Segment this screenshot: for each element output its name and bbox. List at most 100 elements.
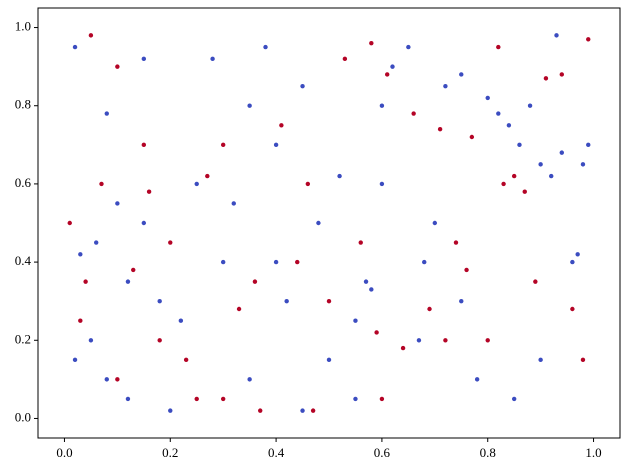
point <box>437 126 443 132</box>
point <box>501 181 506 187</box>
point <box>586 142 591 148</box>
point <box>459 298 464 304</box>
point <box>88 33 94 38</box>
y-tick-label: 0.0 <box>15 409 31 424</box>
point <box>406 44 411 50</box>
point <box>474 377 480 382</box>
point <box>178 318 184 323</box>
point <box>67 220 72 226</box>
point <box>575 252 580 257</box>
point <box>533 279 538 284</box>
point <box>353 396 358 402</box>
point <box>543 76 549 81</box>
point <box>305 181 311 187</box>
point <box>99 181 104 187</box>
point <box>527 103 533 108</box>
point <box>379 103 385 108</box>
point <box>353 318 358 323</box>
point <box>157 338 162 343</box>
y-tick-label: 0.6 <box>15 175 32 190</box>
point <box>88 338 94 343</box>
point <box>72 357 78 363</box>
point <box>496 44 501 50</box>
point <box>385 72 390 77</box>
point <box>459 72 464 77</box>
point <box>496 111 501 116</box>
point <box>247 103 252 108</box>
point <box>104 111 109 116</box>
point <box>168 408 173 413</box>
point <box>205 173 210 179</box>
point <box>141 142 147 148</box>
point <box>464 267 469 273</box>
point <box>570 306 575 312</box>
point <box>131 267 136 273</box>
point <box>125 279 131 284</box>
point <box>194 181 199 187</box>
point <box>300 83 305 89</box>
point <box>559 72 564 77</box>
point <box>549 173 554 179</box>
plot-frame <box>37 7 621 439</box>
point <box>358 240 363 245</box>
point <box>141 220 147 226</box>
point <box>146 189 152 194</box>
point <box>78 252 83 257</box>
point <box>337 173 342 179</box>
point <box>517 142 522 148</box>
point <box>453 240 459 245</box>
y-tick-label: 0.4 <box>15 253 32 268</box>
point <box>538 162 543 167</box>
point <box>231 201 236 206</box>
point <box>443 83 448 89</box>
point <box>115 201 120 206</box>
y-tick-label: 0.2 <box>15 331 31 346</box>
point <box>220 142 226 148</box>
y-tick-label: 1.0 <box>15 19 31 34</box>
point <box>522 189 527 194</box>
point <box>559 150 564 155</box>
point <box>263 44 268 50</box>
point <box>115 64 120 69</box>
point <box>310 408 316 413</box>
point <box>83 279 88 284</box>
point <box>580 357 586 363</box>
point <box>554 33 559 38</box>
point <box>78 318 83 323</box>
point <box>210 56 215 62</box>
point <box>141 56 147 62</box>
point <box>258 408 263 413</box>
point <box>157 298 162 304</box>
x-tick-label: 0.8 <box>480 445 496 460</box>
point <box>183 357 189 363</box>
point <box>220 259 226 265</box>
point <box>586 37 591 42</box>
point <box>379 181 385 187</box>
point <box>252 279 258 284</box>
point <box>125 396 131 402</box>
point <box>279 123 284 128</box>
point <box>580 162 586 167</box>
point <box>326 357 332 363</box>
x-tick-label: 1.0 <box>585 445 601 460</box>
point <box>295 259 300 265</box>
point <box>416 338 422 343</box>
point <box>104 377 109 382</box>
point <box>369 40 374 46</box>
point <box>422 259 427 265</box>
point <box>379 396 385 402</box>
point <box>115 377 120 382</box>
point <box>284 298 289 304</box>
point <box>94 240 99 245</box>
point <box>570 259 575 265</box>
point <box>220 396 226 402</box>
point <box>236 306 242 312</box>
point <box>443 338 448 343</box>
point <box>538 357 543 363</box>
point <box>400 345 406 351</box>
point <box>342 56 348 62</box>
point <box>390 64 395 69</box>
y-tick-label: 0.8 <box>15 97 31 112</box>
x-tick-label: 0.6 <box>374 445 391 460</box>
